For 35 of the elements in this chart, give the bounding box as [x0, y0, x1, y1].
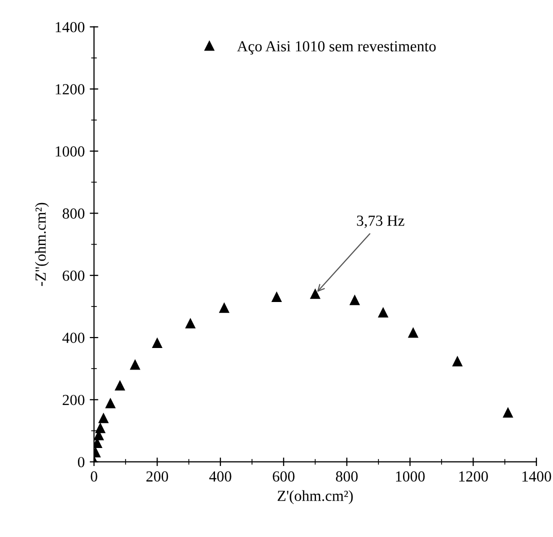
x-tick-label: 600	[272, 471, 294, 482]
legend-label: Aço Aisi 1010 sem revestimento	[237, 41, 436, 55]
point	[272, 292, 282, 302]
y-tick-label: 600	[62, 270, 84, 281]
point	[452, 356, 462, 366]
point	[503, 408, 513, 418]
y-tick-label: 800	[62, 208, 84, 219]
point	[219, 303, 230, 313]
point	[115, 380, 125, 391]
x-tick-label: 0	[90, 471, 98, 482]
y-tick-label: 1200	[56, 84, 84, 94]
y-tick-label: 1000	[56, 146, 84, 157]
point	[130, 360, 140, 370]
point	[152, 338, 162, 348]
x-axis-title: Z'(ohm.cm²)	[278, 490, 353, 504]
x-tick-label: 200	[146, 471, 168, 482]
y-tick-label: 200	[62, 394, 84, 406]
point	[350, 295, 360, 306]
point	[310, 289, 320, 299]
point	[98, 413, 108, 424]
point	[378, 308, 388, 318]
y-tick-label: 400	[62, 332, 84, 343]
point	[106, 398, 116, 408]
x-tick-label: 1400	[522, 471, 552, 482]
x-tick-label: 1000	[396, 471, 425, 482]
y-tick-label: 1400	[56, 22, 84, 32]
x-tick-label: 400	[209, 471, 232, 482]
y-axis-title: -Z''(ohm.cm²)	[35, 202, 49, 286]
x-tick-label: 800	[336, 471, 358, 482]
x-tick-label: 1200	[459, 471, 488, 482]
annotation: 3,73 Hz	[357, 216, 404, 228]
y-tick-label: 0	[78, 456, 84, 468]
point	[186, 318, 196, 328]
point	[95, 423, 106, 434]
point	[408, 328, 418, 338]
